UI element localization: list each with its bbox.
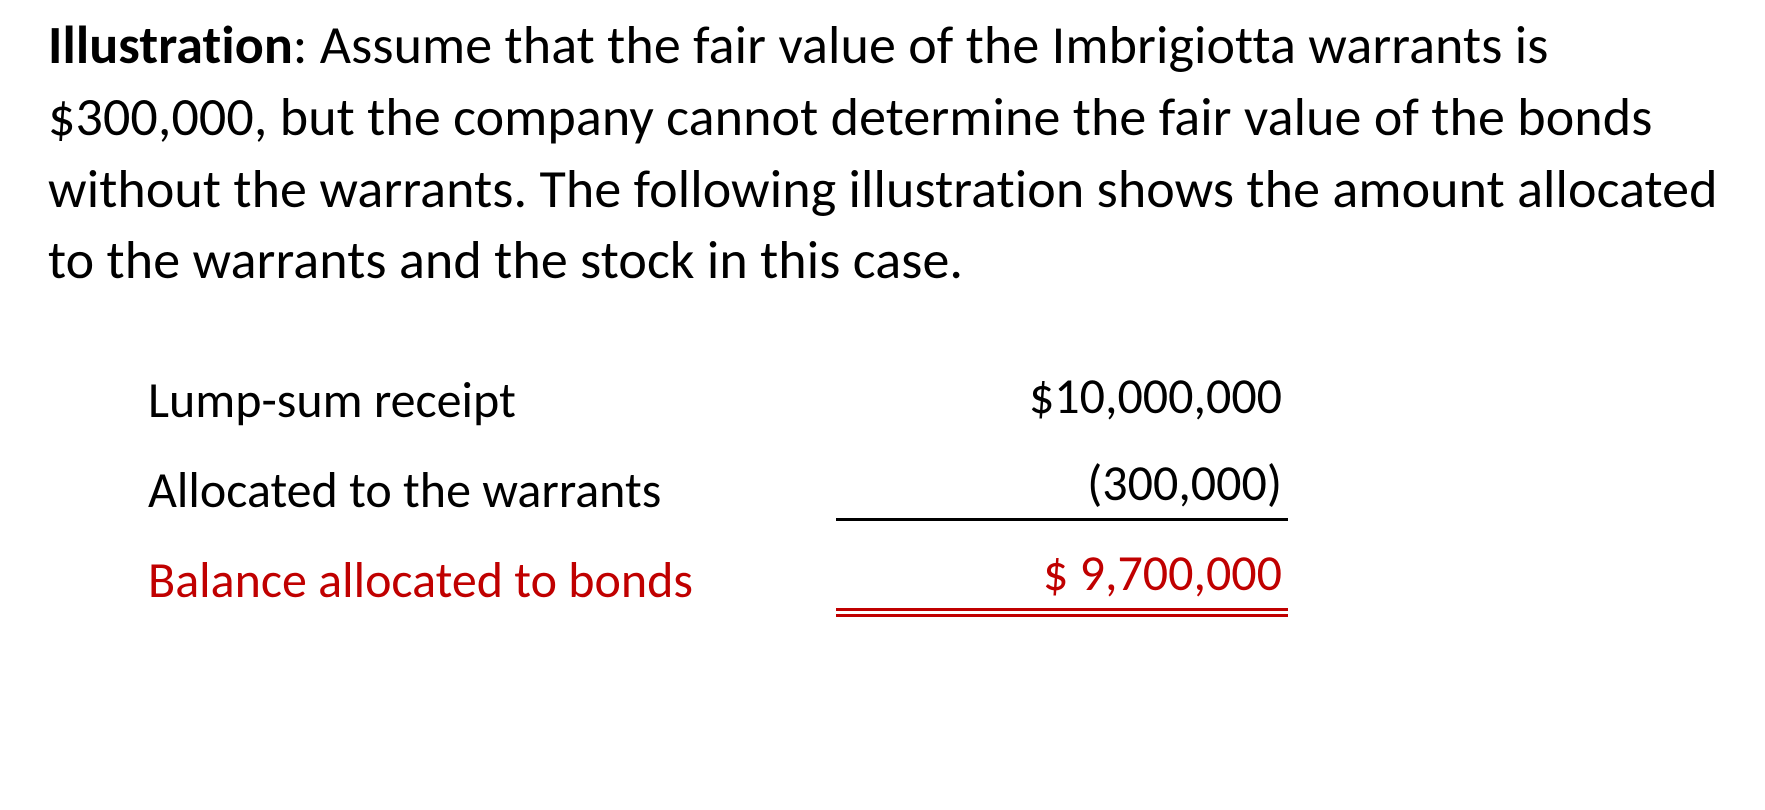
allocation-table: Lump-sum receipt $10,000,000 Allocated t… xyxy=(148,341,1428,611)
row-label-balance: Balance allocated to bonds xyxy=(148,551,828,611)
row-label-warrants: Allocated to the warrants xyxy=(148,461,828,521)
illustration-label: Illustration xyxy=(48,12,293,78)
illustration-text: : Assume that the fair value of the Imbr… xyxy=(48,12,1718,293)
row-value-cell: (300,000) xyxy=(828,454,1288,521)
row-value-balance: $ 9,700,000 xyxy=(836,544,1288,611)
illustration-paragraph: Illustration: Assume that the fair value… xyxy=(48,10,1745,297)
row-value-cell: $10,000,000 xyxy=(828,367,1288,431)
row-label-lump-sum: Lump-sum receipt xyxy=(148,371,828,431)
row-value-cell: $ 9,700,000 xyxy=(828,544,1288,611)
table-row: Allocated to the warrants (300,000) xyxy=(148,431,1428,521)
slide-body: Illustration: Assume that the fair value… xyxy=(0,0,1765,631)
table-row: Balance allocated to bonds $ 9,700,000 xyxy=(148,521,1428,611)
table-row: Lump-sum receipt $10,000,000 xyxy=(148,341,1428,431)
row-value-lump-sum: $10,000,000 xyxy=(836,367,1288,431)
row-value-warrants: (300,000) xyxy=(836,454,1288,521)
